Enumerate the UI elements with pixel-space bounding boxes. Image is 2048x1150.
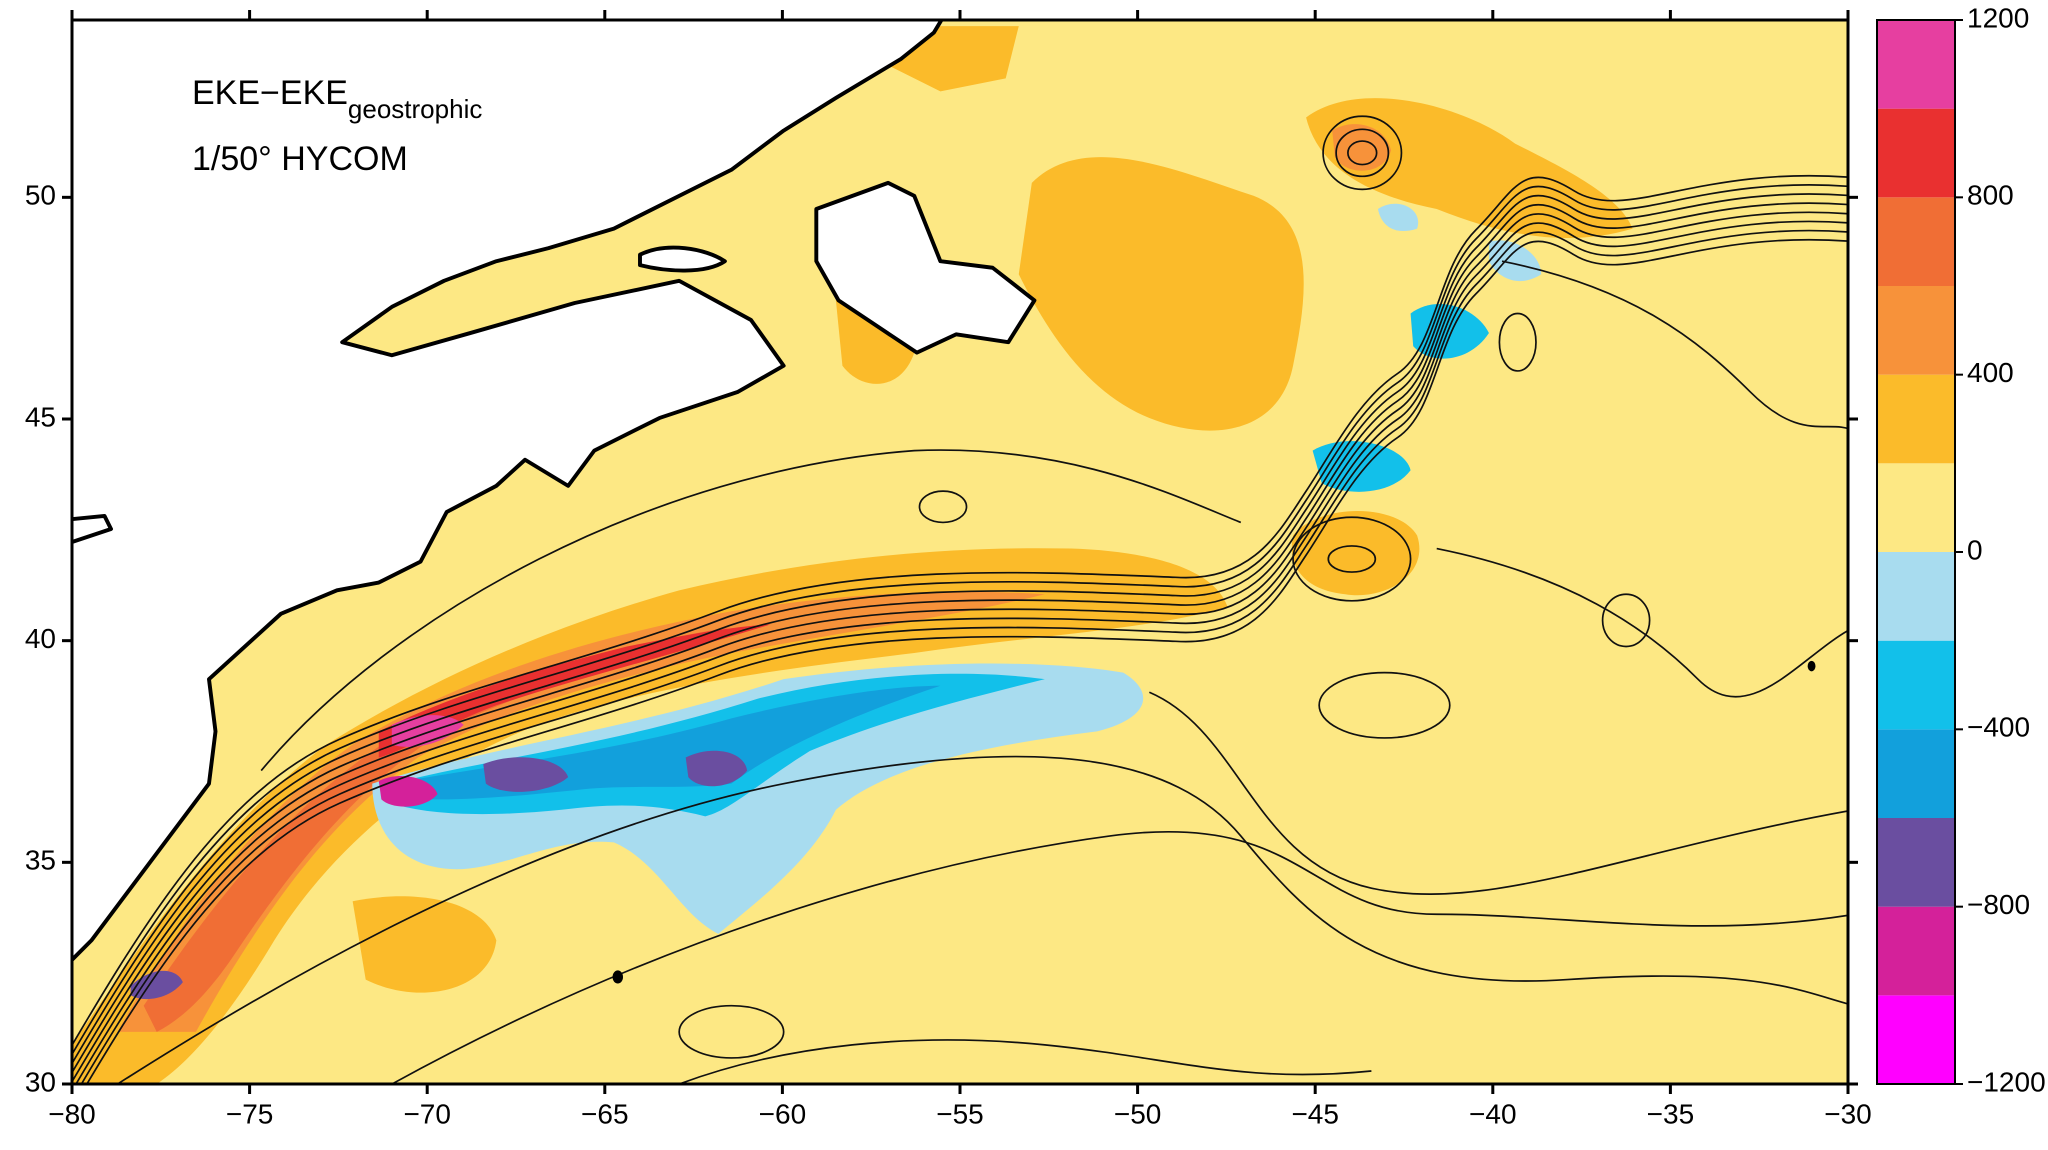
island xyxy=(612,970,624,984)
field-patch xyxy=(1332,124,1391,171)
colorbar-tick-label: 0 xyxy=(1967,534,1983,565)
colorbar-level xyxy=(1877,552,1955,641)
colorbar-level xyxy=(1877,818,1955,907)
field-band xyxy=(143,626,732,1032)
field-spot xyxy=(378,776,438,807)
colorbar-level xyxy=(1877,374,1955,464)
y-tick-label: 35 xyxy=(25,845,56,876)
colorbar-level xyxy=(1877,463,1955,552)
field-patch xyxy=(1488,240,1542,282)
field-spot xyxy=(685,750,748,787)
field-band xyxy=(372,663,1144,934)
contours xyxy=(71,115,1849,1085)
x-tick-label: −30 xyxy=(1824,1098,1872,1129)
colorbar-tick-label: 1200 xyxy=(1967,2,2029,33)
y-tick-label: 50 xyxy=(25,180,56,211)
field-patch xyxy=(1410,304,1489,359)
annotation: EKE−EKEgeostrophic xyxy=(192,74,482,124)
x-tick-label: −80 xyxy=(48,1098,96,1129)
island xyxy=(638,245,727,273)
x-tick-label: −45 xyxy=(1291,1098,1339,1129)
x-tick-label: −60 xyxy=(759,1098,807,1129)
colorbar-level xyxy=(1877,197,1955,286)
island xyxy=(814,180,1037,355)
x-tick-label: −65 xyxy=(581,1098,629,1129)
colorbar-tick-label: −1200 xyxy=(1967,1066,2046,1097)
x-tick-label: −35 xyxy=(1647,1098,1695,1129)
colorbar-level xyxy=(1877,108,1955,198)
colorbar-level xyxy=(1877,20,1955,109)
x-tick-label: −55 xyxy=(936,1098,984,1129)
field-patch xyxy=(1306,98,1633,239)
annotation-main: EKE−EKE xyxy=(192,74,348,112)
colorbar-level xyxy=(1877,286,1955,375)
map-field xyxy=(71,19,1849,1085)
annotation-subscript: geostrophic xyxy=(348,94,482,124)
colorbar-tick-label: −800 xyxy=(1967,889,2030,920)
colorbar-level xyxy=(1877,906,1955,996)
colorbar-tick-label: −400 xyxy=(1967,712,2030,743)
annotation-line2: 1/50° HYCOM xyxy=(192,140,408,178)
x-tick-label: −40 xyxy=(1469,1098,1517,1129)
island xyxy=(71,513,113,545)
field-patch xyxy=(1018,157,1304,431)
island xyxy=(1807,660,1816,672)
colorbar-tick-label: 800 xyxy=(1967,180,2014,211)
y-tick-label: 45 xyxy=(25,401,56,432)
colorbar-level xyxy=(1877,995,1955,1084)
field-patch xyxy=(1377,203,1419,232)
land xyxy=(71,19,944,963)
colorbar-level xyxy=(1877,729,1955,818)
colorbar-tick-label: 400 xyxy=(1967,357,2014,388)
x-tick-label: −75 xyxy=(226,1098,274,1129)
y-tick-label: 30 xyxy=(25,1066,56,1097)
field-patch xyxy=(352,896,497,993)
colorbar-level xyxy=(1877,640,1955,730)
x-tick-label: −70 xyxy=(403,1098,451,1129)
y-tick-label: 40 xyxy=(25,623,56,654)
x-tick-label: −50 xyxy=(1114,1098,1162,1129)
field-spot xyxy=(483,757,569,792)
field-patch xyxy=(1291,511,1420,596)
